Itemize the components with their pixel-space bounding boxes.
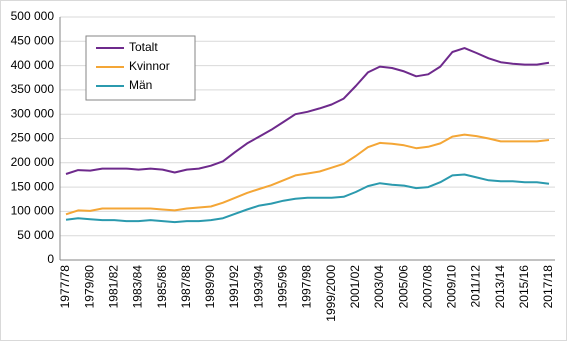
legend-label: Kvinnor — [129, 59, 170, 73]
legend-label: Män — [129, 78, 152, 92]
x-tick-label: 1987/88 — [179, 265, 193, 309]
y-tick-label: 300 000 — [11, 106, 55, 120]
x-tick-label: 2013/14 — [493, 265, 507, 309]
x-tick-label: 1999/2000 — [324, 265, 338, 322]
line-series — [65, 47, 550, 175]
y-tick-label: 500 000 — [11, 9, 55, 23]
line-series — [65, 173, 550, 224]
y-tick-label: 150 000 — [11, 179, 55, 193]
x-tick-label: 1985/86 — [155, 265, 169, 309]
x-tick-label: 1993/94 — [251, 265, 265, 309]
x-tick-label: 1989/90 — [203, 265, 217, 309]
line-series — [65, 133, 550, 216]
x-tick-label: 2005/06 — [396, 265, 410, 309]
y-tick-label: 250 000 — [11, 131, 55, 145]
x-tick-label: 2009/10 — [445, 265, 459, 309]
x-tick-label: 1977/78 — [58, 265, 72, 309]
y-tick-label: 0 — [47, 252, 54, 266]
x-tick-label: 1991/92 — [227, 265, 241, 309]
y-tick-label: 200 000 — [11, 155, 55, 169]
x-tick-label: 1981/82 — [107, 265, 121, 309]
y-tick-label: 100 000 — [11, 204, 55, 218]
x-tick-label: 1995/96 — [276, 265, 290, 309]
legend-label: Totalt — [129, 40, 158, 54]
x-tick-label: 2003/04 — [372, 265, 386, 309]
y-tick-label: 400 000 — [11, 58, 55, 72]
x-tick-label: 2001/02 — [348, 265, 362, 309]
x-tick-label: 1983/84 — [131, 265, 145, 309]
y-tick-label: 450 000 — [11, 33, 55, 47]
x-tick-label: 2011/12 — [469, 265, 483, 308]
x-tick-label: 1979/80 — [82, 265, 96, 309]
x-tick-label: 1997/98 — [300, 265, 314, 309]
y-tick-label: 50 000 — [17, 228, 54, 242]
y-tick-label: 350 000 — [11, 82, 55, 96]
x-tick-label: 2007/08 — [420, 265, 434, 309]
x-tick-label: 2017/18 — [541, 265, 555, 309]
x-tick-label: 2015/16 — [517, 265, 531, 309]
